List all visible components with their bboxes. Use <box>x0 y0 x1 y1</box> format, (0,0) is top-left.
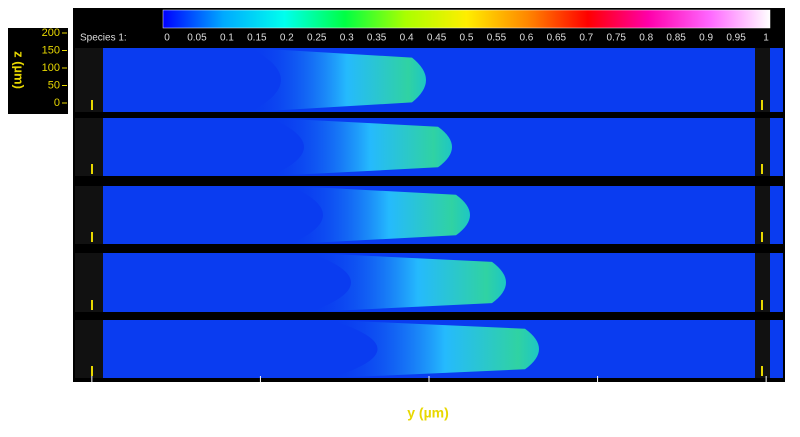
colorbar-tick-label: 0.3 <box>340 33 354 44</box>
panel-wall <box>755 48 770 112</box>
z-axis-box <box>8 28 68 114</box>
y-axis-label: z (µm) <box>12 51 27 89</box>
plume <box>250 48 426 112</box>
colorbar-tick-label: 0.2 <box>280 33 294 44</box>
colorbar-tick-label: 0.65 <box>547 33 567 44</box>
colorbar-tick-label: 0 <box>164 33 170 44</box>
y-tick-label: 100 <box>42 62 60 74</box>
y-tick-label: 200 <box>42 27 60 39</box>
colorbar-tick-label: 0.85 <box>666 33 686 44</box>
plume <box>270 118 452 176</box>
panel-wall <box>755 320 770 378</box>
panels <box>75 48 783 378</box>
colorbar <box>162 9 771 29</box>
panel-wall <box>75 320 103 378</box>
x-tick-label: -1000 <box>245 387 276 401</box>
colorbar-tick-label: 0.45 <box>427 33 447 44</box>
colorbar-tick-label: 1 <box>763 33 769 44</box>
x-tick-label: -2000 <box>77 387 108 401</box>
colorbar-tick-label: 0.35 <box>367 33 387 44</box>
x-tick-label: 2000 <box>753 387 780 401</box>
colorbar-tick-label: 0.9 <box>699 33 713 44</box>
colorbar-tick-label: 0.7 <box>579 33 593 44</box>
y-tick-label: 0 <box>54 97 60 109</box>
colorbar-tick-label: 0.05 <box>187 33 207 44</box>
y-tick-label: 150 <box>42 44 60 56</box>
panel-wall <box>75 118 103 176</box>
colorbar-tick-label: 0.55 <box>487 33 507 44</box>
colorbar-tick-label: 0.4 <box>400 33 414 44</box>
x-tick-label: 0 <box>426 387 433 401</box>
panel-wall <box>75 186 103 244</box>
panel-wall <box>755 253 770 312</box>
y-tick-label: 50 <box>48 79 60 91</box>
colorbar-tick-label: 0.25 <box>307 33 327 44</box>
panel <box>75 48 783 112</box>
plume <box>310 253 506 312</box>
x-tick-label: 1000 <box>584 387 611 401</box>
colorbar-tick-label: 0.6 <box>519 33 533 44</box>
colorbar-tick-label: 0.75 <box>607 33 627 44</box>
colorbar-tick-label: 0.15 <box>247 33 267 44</box>
colorbar-tick-label: 0.1 <box>220 33 234 44</box>
colorbar-tick-label: 0.5 <box>460 33 474 44</box>
x-axis-label: y (µm) <box>407 405 449 421</box>
plume <box>290 186 470 244</box>
panel-wall <box>755 118 770 176</box>
panel-wall <box>755 186 770 244</box>
colorbar-tick-label: 0.8 <box>639 33 653 44</box>
panel-wall <box>75 48 103 112</box>
panel-wall <box>75 253 103 312</box>
colorbar-label: Species 1: <box>80 33 127 44</box>
plume <box>330 320 539 378</box>
colorbar-tick-label: 0.95 <box>726 33 746 44</box>
